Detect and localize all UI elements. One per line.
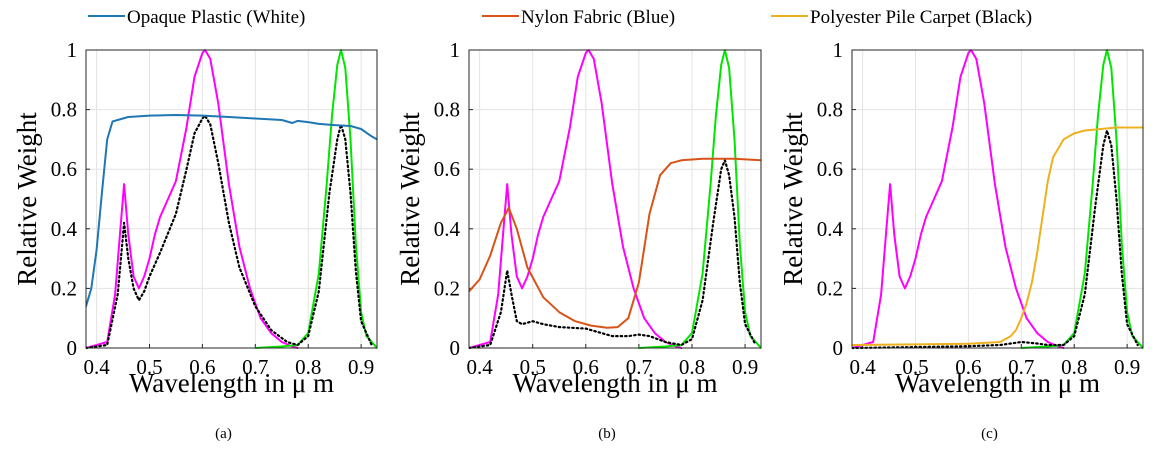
y-tick-label: 0.6	[434, 157, 460, 181]
axes-frame	[468, 49, 762, 349]
legend: Opaque Plastic (White)	[88, 7, 305, 28]
x-tick-label: 0.6	[573, 355, 599, 379]
panel-caption: (a)	[215, 426, 232, 442]
legend: Polyester Pile Carpet (Black)	[771, 7, 1032, 28]
y-axis-label: Relative Weight	[778, 112, 808, 286]
y-axis-label: Relative Weight	[395, 112, 425, 286]
series-line-nir-band-weight	[637, 49, 761, 349]
axes-frame	[851, 49, 1144, 349]
legend-label: Opaque Plastic (White)	[127, 7, 305, 28]
x-tick-label: 0.9	[732, 355, 758, 379]
y-tick-label: 0.2	[434, 276, 460, 300]
y-tick-label: 0	[67, 336, 78, 360]
legend-label: Nylon Fabric (Blue)	[521, 7, 675, 28]
y-tick-label: 0.4	[817, 217, 844, 241]
chart-panel-2: 0.4 0.5 0.6 0.7 0.8 0.9 0 0.2 0.4 0.6 0.8 1 Waveleng…	[395, 7, 762, 442]
x-tick-label: 0.8	[1061, 355, 1087, 379]
y-tick-label: 1	[450, 38, 461, 62]
series-line-visible-band-weight	[86, 49, 299, 349]
series-line-material	[469, 157, 761, 329]
series-line-visible-band-weight	[852, 49, 1065, 349]
y-axis-label: Relative Weight	[12, 112, 42, 286]
chart-panel-1: 0.4 0.5 0.6 0.7 0.8 0.9 0 0.2 0.4 0.6 0.8 1 Waveleng…	[12, 7, 378, 442]
x-tick-label: 0.6	[955, 355, 981, 379]
y-tick-label: 1	[67, 38, 78, 62]
panel-caption: (b)	[598, 426, 616, 442]
y-tick-label: 0.8	[434, 98, 460, 122]
y-tick-label: 0	[833, 336, 844, 360]
panel-caption: (c)	[981, 426, 998, 442]
x-tick-label: 0.5	[902, 355, 928, 379]
y-tick-label: 1	[833, 38, 844, 62]
y-tick-label: 0.2	[51, 276, 77, 300]
chart-panel-3: 0.4 0.5 0.6 0.7 0.8 0.9 0 0.2 0.4 0.6 0.8 1 Waveleng…	[771, 7, 1144, 442]
series-line-material	[86, 114, 377, 308]
axes-frame	[85, 49, 378, 349]
x-tick-label: 0.8	[679, 355, 705, 379]
x-tick-label: 0.8	[295, 355, 321, 379]
y-tick-label: 0.4	[51, 217, 78, 241]
y-tick-label: 0.4	[434, 217, 461, 241]
y-tick-label: 0	[450, 336, 461, 360]
y-tick-label: 0.8	[51, 98, 77, 122]
y-tick-label: 0.2	[817, 276, 843, 300]
x-tick-label: 0.7	[626, 355, 652, 379]
x-tick-label: 0.5	[520, 355, 546, 379]
y-tick-label: 0.6	[51, 157, 77, 181]
x-tick-label: 0.7	[1008, 355, 1034, 379]
series-line-product	[469, 159, 757, 350]
legend-label: Polyester Pile Carpet (Black)	[810, 7, 1032, 28]
x-tick-label: 0.9	[1114, 355, 1140, 379]
x-axis-label: Wavelength in μ m	[895, 368, 1100, 398]
y-tick-label: 0.8	[817, 98, 843, 122]
x-tick-label: 0.6	[189, 355, 215, 379]
x-tick-label: 0.4	[83, 355, 110, 379]
x-axis-label: Wavelength in μ m	[129, 368, 334, 398]
x-tick-label: 0.9	[348, 355, 374, 379]
series-line-product	[86, 114, 373, 350]
series-line-material	[852, 126, 1143, 346]
series-line-product	[852, 129, 1139, 350]
x-tick-label: 0.4	[466, 355, 493, 379]
x-axis-label: Wavelength in μ m	[512, 368, 717, 398]
legend: Nylon Fabric (Blue)	[482, 7, 675, 28]
x-tick-label: 0.7	[242, 355, 268, 379]
x-tick-label: 0.4	[849, 355, 876, 379]
y-tick-label: 0.6	[817, 157, 843, 181]
x-tick-label: 0.5	[136, 355, 162, 379]
